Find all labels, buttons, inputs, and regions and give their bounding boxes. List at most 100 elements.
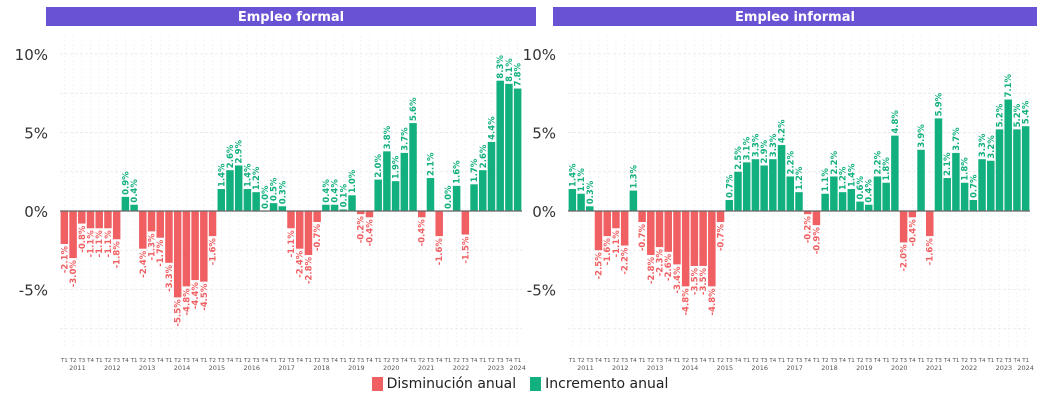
data-label: 1.4% [568, 163, 578, 187]
quarter-tick-label: T4 [594, 358, 602, 364]
quarter-tick-label: T1 [742, 358, 750, 364]
quarter-tick-label: T2 [681, 358, 689, 364]
data-label: 2.9% [760, 139, 770, 163]
bar [156, 211, 164, 238]
bar [655, 211, 664, 248]
bar [629, 190, 638, 211]
data-label: -4.5% [200, 283, 210, 311]
quarter-tick-label: T2 [960, 358, 968, 364]
data-label: -0.2% [357, 216, 367, 244]
year-label: 2016 [752, 364, 769, 372]
year-label: 2022 [453, 364, 470, 372]
panel-title: Empleo informal [735, 10, 855, 25]
bar [348, 195, 356, 211]
data-label: 3.8% [383, 125, 393, 149]
year-label: 2021 [926, 364, 943, 372]
data-label: 2.0% [374, 154, 384, 178]
panel-formal: Empleo formal-5%0%5%10%-2.1%-3.0%-0.8%-1… [15, 7, 536, 372]
legend-item-increase: Incremento anual [530, 376, 668, 392]
bar [86, 211, 95, 229]
quarter-tick-label: T3 [585, 358, 593, 364]
bar [690, 211, 699, 266]
quarter-tick-label: T2 [382, 358, 390, 364]
legend: Disminución anual Incremento anual [0, 374, 1040, 394]
data-label: 1.2% [795, 166, 805, 190]
year-label: 2024 [1017, 364, 1034, 372]
data-label: 2.9% [235, 139, 245, 163]
data-label: 2.2% [786, 150, 796, 174]
bar [830, 176, 838, 211]
data-label: -1.1% [104, 230, 114, 258]
quarter-tick-label: T4 [699, 358, 707, 364]
data-label: -2.1% [60, 245, 70, 273]
bar [165, 211, 173, 263]
quarter-tick-label: T1 [339, 358, 347, 364]
data-label: 0.7% [725, 174, 735, 198]
y-tick-label: 10% [15, 46, 48, 64]
data-label: -4.8% [682, 288, 692, 316]
data-label: -3.4% [673, 266, 683, 294]
quarter-tick-label: T1 [568, 358, 576, 364]
year-label: 2015 [717, 364, 734, 372]
bar [899, 211, 908, 243]
quarter-tick-label: T2 [452, 358, 460, 364]
quarter-tick-label: T2 [313, 358, 321, 364]
quarter-tick-label: T1 [199, 358, 207, 364]
data-label: -0.8% [78, 225, 88, 253]
quarter-tick-label: T4 [295, 358, 303, 364]
data-label: -1.8% [113, 241, 123, 269]
bar [112, 211, 121, 240]
quarter-tick-label: T3 [391, 358, 399, 364]
bar [409, 123, 417, 211]
year-label: 2012 [612, 364, 629, 372]
data-label: 1.4% [847, 163, 857, 187]
data-label: -2.3% [656, 249, 666, 277]
quarter-tick-label: T2 [751, 358, 759, 364]
quarter-tick-label: T4 [838, 358, 846, 364]
year-label: 2019 [348, 364, 365, 372]
legend-swatch-increase [530, 377, 542, 391]
bar [452, 185, 461, 211]
data-label: -2.2% [621, 247, 631, 275]
quarter-tick-label: T3 [147, 358, 155, 364]
bar [496, 80, 504, 211]
bar [278, 206, 287, 211]
bar [926, 211, 934, 237]
bar [104, 211, 112, 229]
year-label: 2018 [821, 364, 838, 372]
quarter-tick-label: T2 [173, 358, 181, 364]
quarter-tick-label: T4 [400, 358, 408, 364]
bar [917, 149, 925, 211]
legend-label-increase: Incremento anual [545, 376, 669, 392]
bar [934, 118, 943, 211]
bar [426, 178, 435, 211]
bar [620, 211, 629, 246]
bar [803, 211, 812, 215]
bar [568, 189, 577, 211]
data-label: 3.3% [769, 133, 779, 157]
bar [708, 211, 716, 287]
bar [60, 211, 69, 244]
bar [322, 204, 330, 211]
quarter-tick-label: T1 [986, 358, 994, 364]
bar [470, 184, 478, 211]
quarter-tick-label: T3 [655, 358, 663, 364]
bar [418, 211, 426, 218]
bar [365, 211, 374, 218]
bar [234, 165, 243, 211]
data-label: 0.0% [444, 185, 454, 209]
bar [1013, 129, 1021, 211]
legend-swatch-decrease [371, 377, 383, 391]
data-label: -2.4% [139, 250, 149, 278]
data-label: 3.3% [751, 133, 761, 157]
quarter-tick-label: T2 [612, 358, 620, 364]
y-tick-label: 10% [523, 46, 556, 64]
bar [513, 88, 522, 211]
bar [943, 178, 951, 211]
data-label: 0.3% [278, 180, 288, 204]
bar [978, 159, 986, 211]
bar [339, 209, 348, 211]
bar [908, 211, 917, 218]
quarter-tick-label: T4 [629, 358, 637, 364]
data-label: -3.3% [165, 264, 175, 292]
